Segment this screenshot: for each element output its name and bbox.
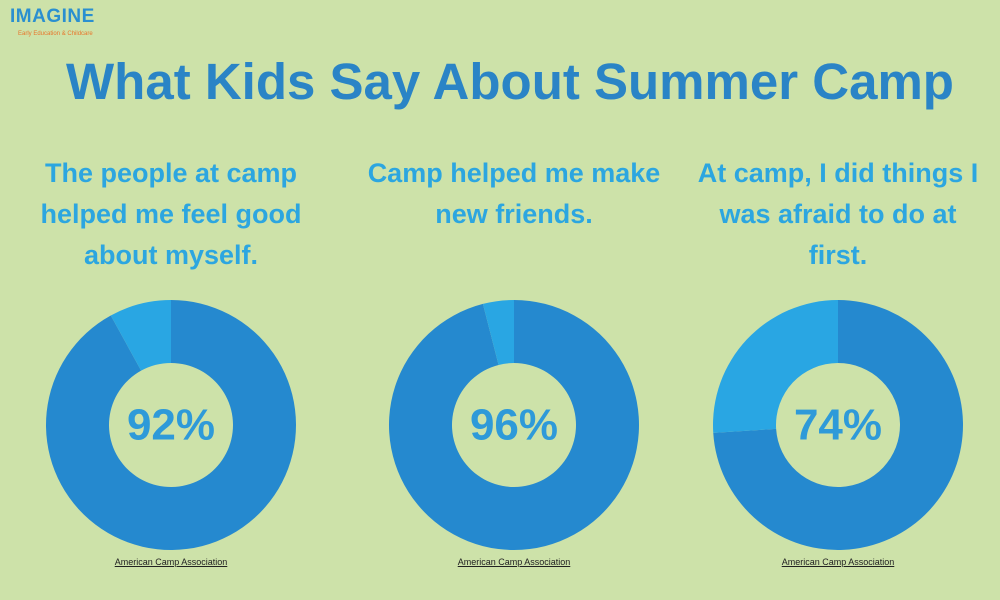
donut-slice (713, 300, 838, 433)
donut-chart: 92% (45, 300, 296, 550)
donut-slice (482, 300, 514, 365)
center-label: 74% (794, 401, 882, 450)
source-link[interactable]: American Camp Association (114, 557, 228, 567)
logo-tagline: Early Education & Childcare (18, 31, 93, 37)
chart-question: Camp helped me make new friends. (367, 158, 661, 229)
center-label: 96% (470, 401, 558, 450)
page-title: What Kids Say About Summer Camp (66, 53, 954, 110)
chart-question: At camp, I did things I was afraid to do… (697, 158, 979, 270)
donut-slice (45, 300, 296, 550)
donut-slice (713, 300, 963, 550)
donut-chart: 74% (713, 300, 963, 550)
center-label: 92% (127, 401, 215, 450)
donut-chart: 96% (388, 300, 639, 550)
source-link[interactable]: American Camp Association (457, 557, 571, 567)
donut-slice (388, 300, 639, 550)
source-link[interactable]: American Camp Association (781, 557, 895, 567)
chart-question: The people at camp helped me feel good a… (40, 158, 302, 270)
logo: IMAGINE (10, 6, 95, 27)
donut-slice (110, 300, 171, 371)
